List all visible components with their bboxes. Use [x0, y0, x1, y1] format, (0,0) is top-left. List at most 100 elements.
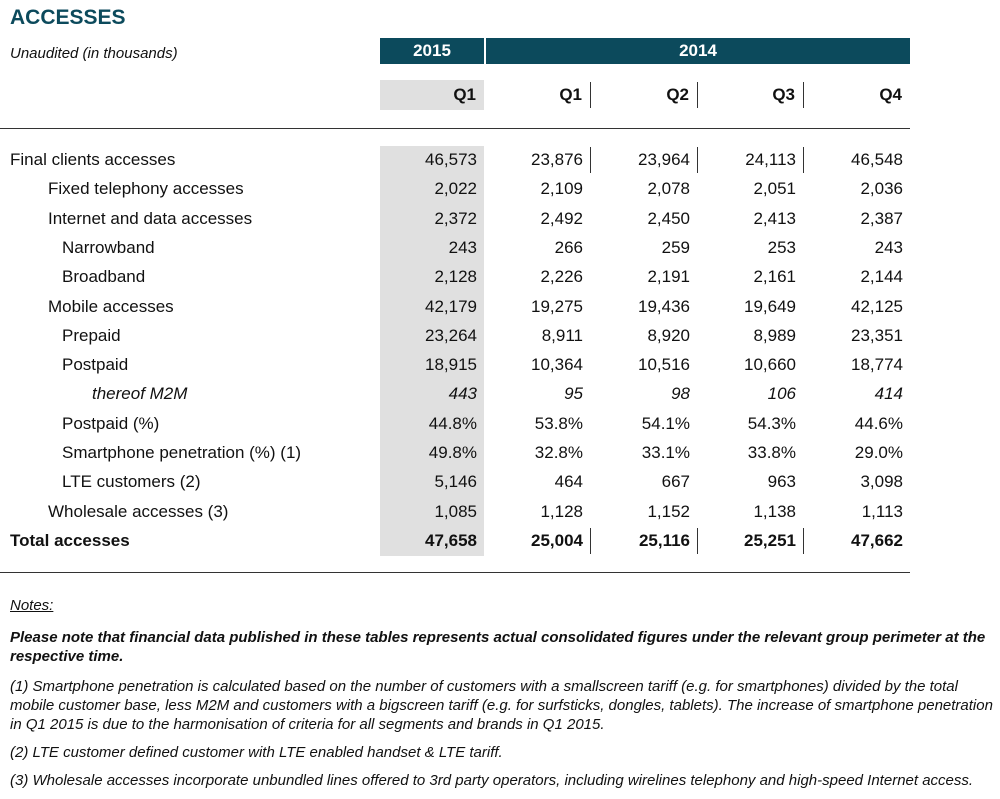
value-cell: 32.8% [534, 443, 583, 462]
value-cell: 23,964 [638, 150, 690, 169]
value-cell: 5,146 [434, 472, 477, 492]
value-cell: 54.3% [747, 413, 796, 433]
divider [0, 128, 910, 129]
value-cell: 1,085 [434, 501, 477, 521]
value-cell: 464 [554, 472, 583, 492]
value-cell: 2,036 [860, 179, 903, 199]
row-label: Total accesses [10, 530, 130, 550]
value-cell: 1,152 [647, 501, 690, 521]
row-label: Broadband [62, 267, 146, 287]
value-cell: 42,179 [425, 296, 477, 316]
quarter-header: Q4 [879, 85, 902, 104]
column-separator [590, 82, 591, 108]
value-cell: 443 [448, 384, 477, 404]
value-cell: 2,191 [647, 267, 690, 287]
row-label: thereof M2M [92, 384, 188, 404]
value-cell: 49.8% [428, 443, 477, 462]
value-cell: 44.8% [428, 413, 477, 433]
row-label: Mobile accesses [48, 296, 174, 316]
value-cell: 46,548 [851, 150, 903, 169]
value-cell: 259 [661, 237, 690, 257]
divider [0, 572, 910, 573]
column-separator [697, 147, 698, 173]
value-cell: 46,573 [425, 150, 477, 169]
value-cell: 8,989 [753, 325, 796, 345]
value-cell: 23,264 [425, 325, 477, 345]
value-cell: 42,125 [851, 296, 903, 316]
value-cell: 2,450 [647, 208, 690, 228]
value-cell: 29.0% [854, 443, 903, 462]
value-cell: 266 [554, 237, 583, 257]
value-cell: 23,351 [851, 325, 903, 345]
value-cell: 2,161 [753, 267, 796, 287]
column-separator [590, 527, 591, 554]
row-label: Narrowband [62, 237, 155, 257]
row-label: Postpaid (%) [62, 413, 160, 433]
value-cell: 2,492 [540, 208, 583, 228]
column-separator [803, 527, 804, 554]
column-separator [697, 527, 698, 554]
value-cell: 1,128 [540, 501, 583, 521]
value-cell: 8,920 [647, 325, 690, 345]
column-separator [803, 147, 804, 173]
subtitle: Unaudited (in thousands) [10, 45, 178, 62]
title: ACCESSES [10, 6, 126, 29]
value-cell: 2,078 [647, 179, 690, 199]
value-cell: 243 [448, 237, 477, 257]
value-cell: 963 [767, 472, 796, 492]
value-cell: 25,116 [638, 530, 690, 550]
value-cell: 2,109 [540, 179, 583, 199]
value-cell: 33.1% [641, 443, 690, 462]
value-cell: 25,251 [744, 530, 796, 550]
column-separator [697, 82, 698, 108]
value-cell: 243 [874, 237, 903, 257]
row-label: Smartphone penetration (%) (1) [62, 443, 302, 462]
value-cell: 2,226 [540, 267, 583, 287]
value-cell: 47,658 [425, 530, 477, 550]
value-cell: 2,022 [434, 179, 477, 199]
value-cell: 19,436 [638, 296, 690, 316]
value-cell: 24,113 [745, 150, 796, 169]
value-cell: 18,774 [851, 355, 903, 375]
row-label: Fixed telephony accesses [48, 179, 244, 199]
row-label: Final clients accesses [10, 150, 176, 169]
value-cell: 47,662 [851, 530, 903, 550]
value-cell: 18,915 [425, 355, 477, 375]
value-cell: 1,113 [861, 501, 903, 521]
row-label: Wholesale accesses (3) [48, 501, 229, 521]
value-cell: 1,138 [753, 501, 796, 521]
value-cell: 2,144 [860, 267, 903, 287]
value-cell: 25,004 [531, 530, 583, 550]
value-cell: 10,516 [638, 355, 690, 375]
value-cell: 19,649 [744, 296, 796, 316]
note: (2) LTE customer defined customer with L… [10, 744, 503, 761]
value-cell: 33.8% [747, 443, 796, 462]
column-separator [590, 147, 591, 173]
value-cell: 253 [767, 237, 796, 257]
note: Please note that financial data publishe… [10, 629, 986, 665]
value-cell: 95 [564, 384, 583, 404]
value-cell: 2,387 [860, 208, 903, 228]
quarter-header: Q3 [772, 85, 795, 104]
value-cell: 3,098 [860, 472, 903, 492]
value-cell: 414 [874, 384, 903, 404]
value-cell: 19,275 [531, 296, 583, 316]
value-cell: 2,413 [753, 208, 796, 228]
value-cell: 2,051 [753, 179, 796, 199]
value-cell: 23,876 [531, 150, 583, 169]
value-cell: 53.8% [534, 413, 583, 433]
value-cell: 10,660 [744, 355, 796, 375]
year-header: 2014 [486, 38, 910, 64]
row-label: Prepaid [62, 325, 121, 345]
note: (1) Smartphone penetration is calculated… [10, 678, 993, 733]
row-label: Postpaid [62, 355, 129, 375]
value-cell: 10,364 [531, 355, 583, 375]
row-label: LTE customers (2) [62, 472, 201, 492]
value-cell: 106 [767, 384, 796, 404]
value-cell: 667 [661, 472, 690, 492]
value-cell: 44.6% [854, 413, 903, 433]
note: (3) Wholesale accesses incorporate unbun… [10, 772, 974, 789]
notes-heading: Notes: [10, 597, 54, 614]
value-cell: 54.1% [641, 413, 690, 433]
